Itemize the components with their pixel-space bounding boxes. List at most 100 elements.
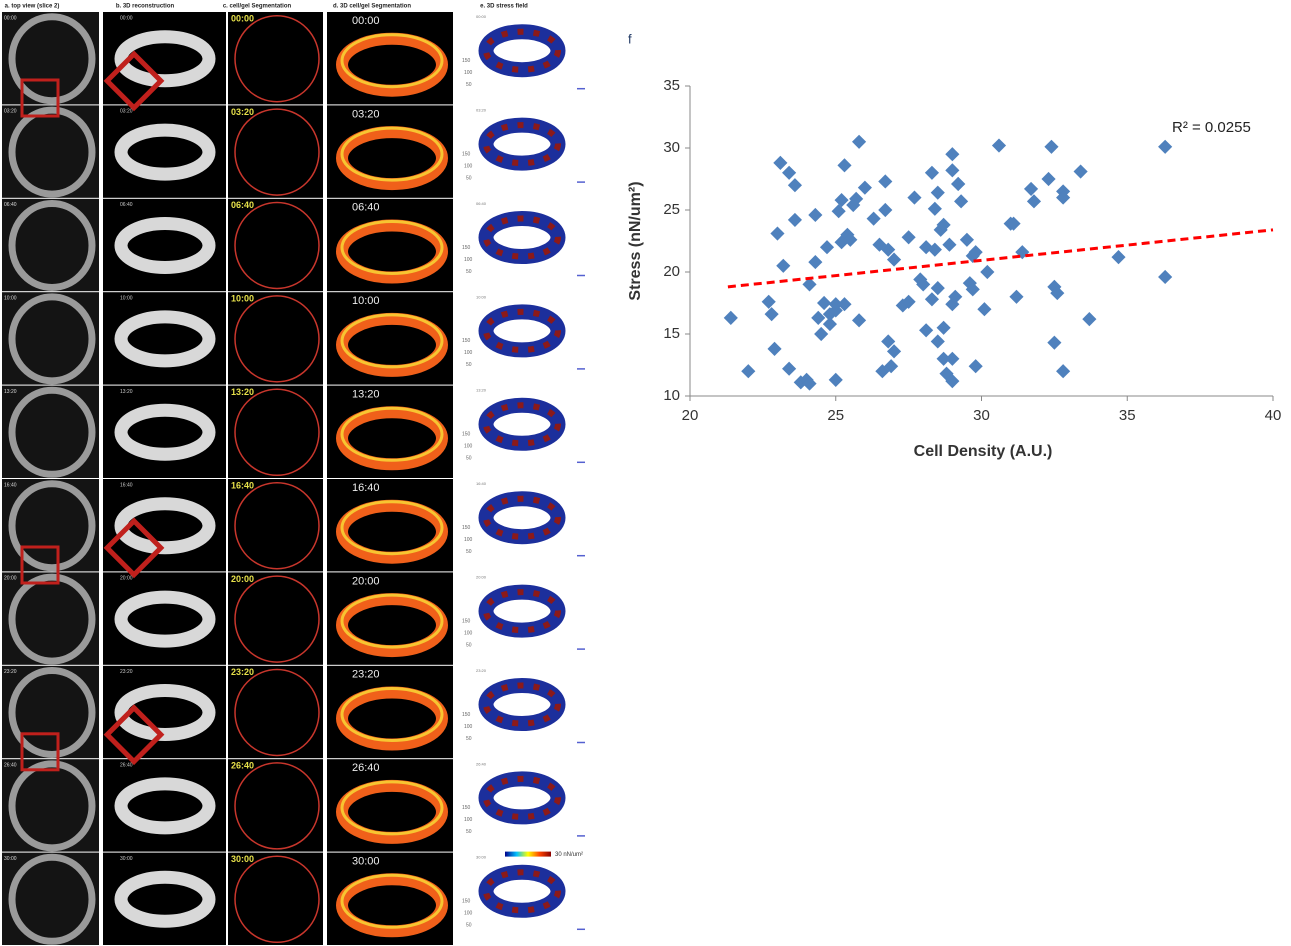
point	[968, 245, 983, 260]
image-top-view	[2, 852, 99, 945]
point	[787, 212, 803, 227]
point	[782, 361, 797, 376]
ring	[234, 855, 320, 944]
stress-ring-spots	[483, 775, 561, 820]
axis-tick-label: 150	[462, 432, 471, 438]
point	[770, 226, 785, 241]
time-label: 26:40	[231, 761, 254, 771]
time-label: 13:20	[352, 389, 380, 401]
axis-tick-label: 50	[466, 175, 472, 181]
point	[851, 134, 867, 149]
ring-highlight	[340, 33, 444, 89]
axis-tick-label: 100	[464, 70, 473, 76]
ring	[8, 293, 96, 385]
point	[881, 242, 896, 257]
time-label: 00:00	[4, 15, 17, 21]
ring	[8, 480, 96, 572]
point	[802, 277, 817, 292]
axis-tick-label: 50	[466, 269, 472, 275]
point	[851, 313, 867, 328]
point	[1050, 286, 1065, 301]
y-tick-label: 35	[663, 77, 680, 94]
stress-ring-spots	[483, 28, 561, 73]
point	[945, 374, 960, 389]
time-label: 10:00	[120, 296, 133, 302]
point	[942, 237, 957, 252]
ring	[8, 200, 96, 291]
point	[819, 240, 835, 255]
x-tick-label: 30	[973, 407, 990, 424]
image-segmentation	[228, 292, 323, 385]
time-label: 16:40	[120, 482, 133, 488]
point	[980, 264, 995, 280]
roi-box	[103, 517, 165, 579]
ring-highlight	[340, 873, 444, 929]
time-label: 06:40	[120, 202, 133, 208]
stress-ring-spots	[483, 402, 561, 447]
point	[919, 323, 934, 338]
image-segmentation	[228, 198, 323, 292]
image-segmentation	[228, 852, 323, 945]
ring	[8, 667, 96, 758]
image-segmentation	[228, 385, 323, 478]
point	[878, 202, 893, 218]
point	[924, 292, 940, 307]
point	[881, 334, 896, 349]
axis-tick-label: 150	[462, 245, 471, 251]
point	[831, 204, 846, 219]
point	[977, 302, 992, 317]
point	[802, 376, 817, 391]
time-label: 03:20	[120, 109, 133, 115]
time-label: 30:00	[352, 856, 380, 868]
time-label: 13:20	[476, 388, 487, 393]
time-label: 06:40	[352, 202, 380, 214]
axis-tick-label: 50	[466, 642, 472, 648]
point	[817, 295, 832, 311]
point	[886, 344, 902, 359]
point	[834, 193, 849, 208]
point	[884, 359, 899, 374]
point	[857, 180, 872, 195]
ring	[114, 123, 216, 181]
ring	[114, 30, 216, 88]
ring	[114, 590, 216, 648]
time-label: 23:20	[4, 669, 17, 675]
time-label: 16:40	[352, 482, 380, 494]
point	[901, 230, 916, 245]
colorbar-label: 30 nN/um²	[555, 852, 583, 858]
point	[1044, 139, 1059, 154]
point	[945, 147, 960, 162]
ring	[114, 497, 216, 555]
point	[930, 281, 945, 296]
x-tick-label: 20	[682, 407, 699, 424]
point	[991, 138, 1007, 153]
axis-tick-label: 150	[462, 805, 471, 811]
column-title: e. 3D stress field	[480, 4, 528, 10]
axis-tick-label: 150	[462, 151, 471, 157]
image-segmentation	[228, 12, 323, 105]
ring	[234, 295, 320, 383]
axis-tick-label: 100	[464, 537, 473, 543]
axis-tick-label: 100	[464, 630, 473, 636]
point	[773, 155, 788, 170]
time-label: 06:40	[4, 202, 17, 208]
ring	[234, 201, 320, 290]
point	[741, 364, 756, 379]
y-tick-label: 20	[663, 263, 680, 280]
stress-ring-spots	[483, 869, 561, 914]
image-top-view	[2, 12, 99, 105]
point	[808, 207, 823, 223]
point	[954, 194, 969, 209]
time-label: 30:00	[476, 855, 487, 860]
axis-tick-label: 150	[462, 525, 471, 531]
roi-box	[20, 545, 60, 585]
time-label: 03:20	[4, 109, 17, 115]
image-top-view	[2, 292, 99, 385]
time-label: 10:00	[4, 296, 17, 302]
point	[927, 201, 942, 216]
point	[930, 185, 945, 200]
ring-highlight	[340, 780, 444, 836]
ring	[8, 853, 96, 945]
point	[965, 282, 980, 297]
